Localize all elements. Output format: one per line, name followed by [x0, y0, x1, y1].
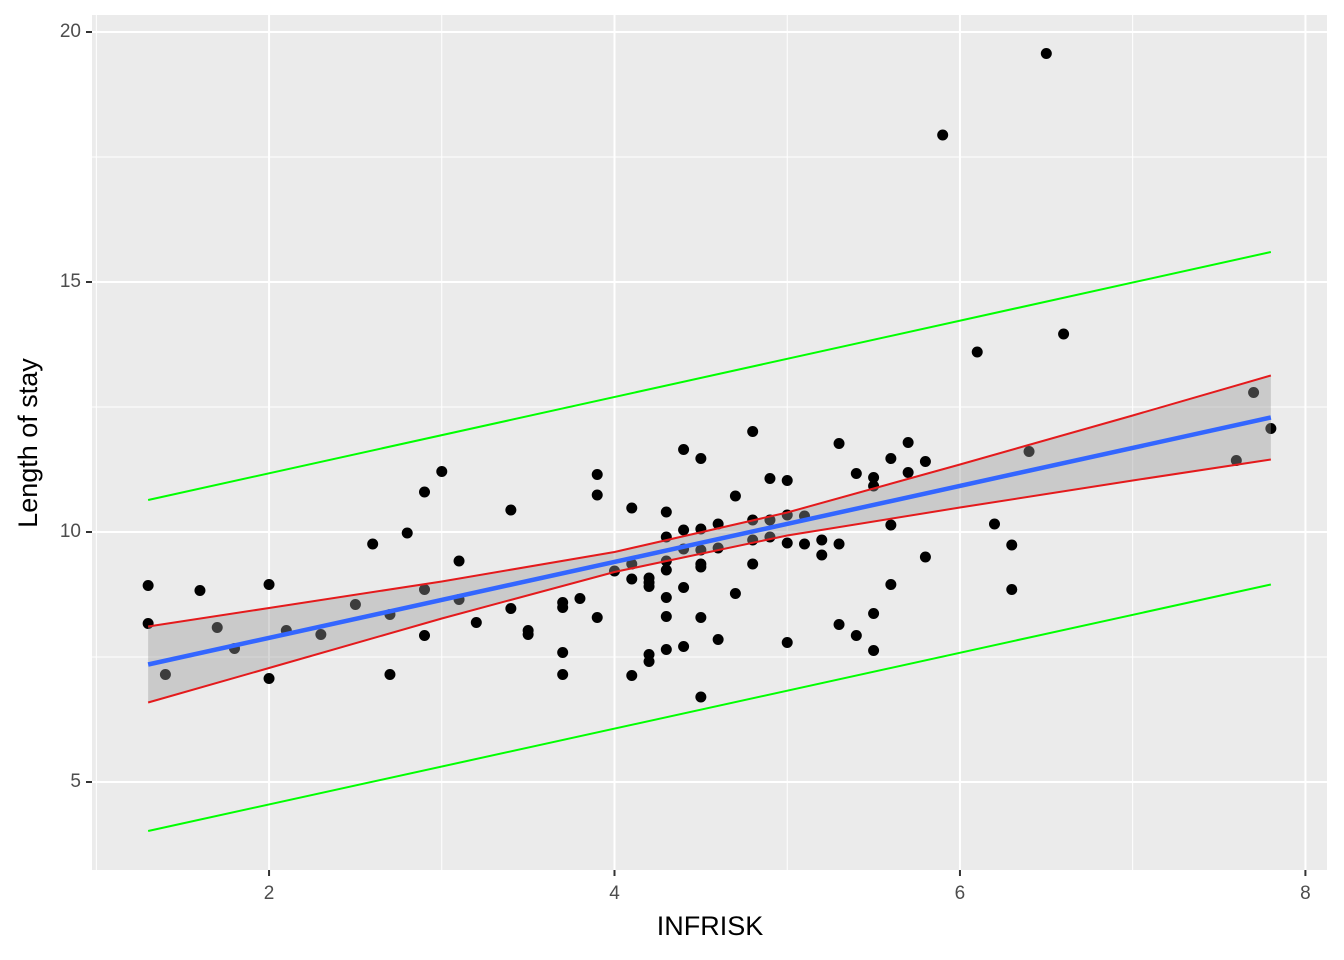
point [557, 647, 569, 658]
point [660, 506, 672, 518]
point [591, 469, 603, 480]
point [850, 630, 862, 641]
point [678, 444, 690, 455]
point [816, 549, 828, 561]
point [557, 669, 569, 680]
point [747, 426, 759, 437]
point [505, 603, 517, 614]
point [194, 585, 206, 596]
point [436, 466, 448, 477]
y-tick-label: 5 [70, 771, 81, 792]
point [695, 453, 707, 464]
point [263, 673, 275, 684]
point [833, 438, 845, 449]
point [1265, 423, 1277, 434]
confidence-upper [147, 374, 1272, 628]
point [695, 561, 707, 573]
x-tick-label: 2 [264, 883, 275, 904]
point [643, 656, 655, 667]
point [678, 524, 690, 536]
x-tick-label: 6 [955, 883, 966, 904]
point [764, 473, 776, 484]
point [453, 555, 465, 567]
point [1006, 584, 1018, 595]
point [142, 580, 154, 591]
point [781, 637, 793, 648]
point [919, 551, 931, 563]
point [885, 519, 897, 531]
point [799, 538, 810, 550]
point [660, 592, 672, 603]
point [747, 558, 759, 570]
point [1058, 328, 1070, 340]
x-axis-title: INFRISK [657, 911, 764, 941]
point [419, 584, 430, 595]
y-tick-label: 15 [60, 271, 81, 292]
point [591, 489, 603, 501]
point [781, 475, 793, 486]
point [557, 602, 569, 613]
point [1230, 455, 1242, 466]
point [470, 617, 482, 628]
point [401, 527, 413, 539]
point [263, 579, 275, 590]
point [868, 608, 880, 619]
point [816, 534, 828, 546]
point [660, 644, 672, 655]
prediction-upper [147, 251, 1272, 501]
point [660, 564, 672, 576]
point [384, 669, 396, 680]
point [902, 467, 914, 478]
point [833, 538, 845, 550]
y-tick-label: 10 [60, 521, 81, 542]
prediction-lower [147, 583, 1272, 832]
point [885, 453, 897, 464]
point [678, 641, 690, 652]
y-axis-title: Length of stay [13, 358, 43, 528]
point [315, 629, 327, 640]
point [419, 486, 430, 498]
point [850, 468, 862, 479]
fit-line [147, 415, 1272, 667]
point [159, 669, 171, 680]
point [781, 537, 793, 549]
point [367, 538, 379, 550]
confidence-lower [147, 458, 1272, 704]
point [1006, 539, 1018, 551]
y-tick-label: 20 [60, 21, 81, 42]
point [643, 581, 655, 592]
point [419, 630, 430, 641]
point [989, 518, 1000, 530]
point [695, 612, 707, 623]
point [1040, 48, 1052, 59]
point [626, 502, 638, 514]
point [885, 579, 897, 590]
point [574, 593, 586, 604]
point [695, 691, 707, 703]
x-tick-label: 8 [1300, 883, 1311, 904]
point [919, 456, 931, 467]
point [211, 622, 223, 633]
point [349, 599, 361, 610]
point [937, 129, 949, 141]
point [729, 588, 741, 599]
point [505, 504, 517, 516]
point [1023, 446, 1035, 457]
point [868, 645, 880, 656]
point [712, 634, 724, 645]
point [626, 670, 638, 681]
point [833, 619, 845, 630]
point [660, 611, 672, 622]
point [1248, 387, 1260, 398]
point [678, 582, 690, 593]
point [522, 629, 534, 640]
x-tick-label: 4 [609, 883, 620, 904]
point [902, 437, 914, 448]
point [591, 612, 603, 623]
point [626, 573, 638, 585]
point [971, 346, 983, 358]
point [729, 490, 741, 502]
point [868, 472, 880, 483]
